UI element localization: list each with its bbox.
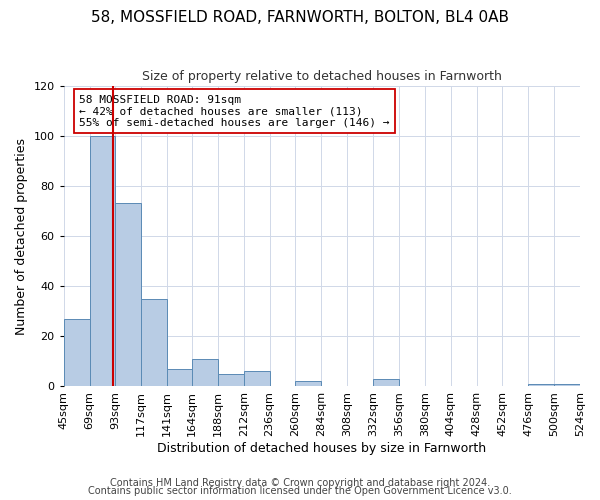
Bar — [244, 372, 269, 386]
Bar — [89, 136, 115, 386]
Text: 58, MOSSFIELD ROAD, FARNWORTH, BOLTON, BL4 0AB: 58, MOSSFIELD ROAD, FARNWORTH, BOLTON, B… — [91, 10, 509, 25]
X-axis label: Distribution of detached houses by size in Farnworth: Distribution of detached houses by size … — [157, 442, 487, 455]
Bar — [218, 374, 244, 386]
Bar — [192, 359, 218, 386]
Title: Size of property relative to detached houses in Farnworth: Size of property relative to detached ho… — [142, 70, 502, 83]
Bar — [554, 384, 580, 386]
Bar — [115, 204, 142, 386]
Bar — [528, 384, 554, 386]
Text: 58 MOSSFIELD ROAD: 91sqm
← 42% of detached houses are smaller (113)
55% of semi-: 58 MOSSFIELD ROAD: 91sqm ← 42% of detach… — [79, 94, 389, 128]
Bar — [373, 379, 399, 386]
Text: Contains public sector information licensed under the Open Government Licence v3: Contains public sector information licen… — [88, 486, 512, 496]
Bar — [295, 382, 322, 386]
Y-axis label: Number of detached properties: Number of detached properties — [15, 138, 28, 334]
Bar — [167, 369, 192, 386]
Bar — [64, 319, 89, 386]
Bar — [142, 298, 167, 386]
Text: Contains HM Land Registry data © Crown copyright and database right 2024.: Contains HM Land Registry data © Crown c… — [110, 478, 490, 488]
